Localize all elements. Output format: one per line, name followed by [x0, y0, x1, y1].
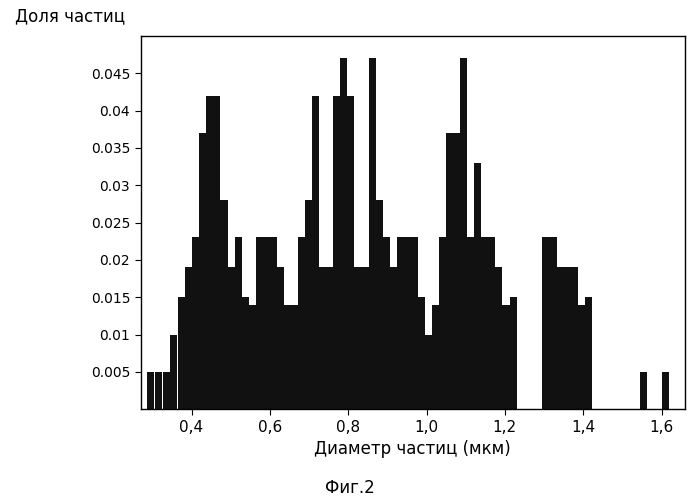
Bar	[439, 238, 446, 409]
Bar	[155, 372, 162, 409]
Bar	[291, 305, 298, 409]
Bar	[570, 267, 578, 409]
Bar	[234, 238, 241, 409]
Bar	[270, 238, 277, 409]
Bar	[376, 200, 383, 409]
Bar	[496, 267, 503, 409]
Bar	[305, 200, 312, 409]
Bar	[312, 96, 319, 409]
Bar	[482, 238, 489, 409]
Bar	[340, 58, 347, 409]
Bar	[199, 133, 206, 409]
Bar	[333, 96, 340, 409]
Bar	[390, 267, 397, 409]
Y-axis label: Доля частиц: Доля частиц	[15, 7, 125, 25]
Bar	[475, 163, 482, 409]
Bar	[262, 238, 270, 409]
Bar	[510, 297, 517, 409]
Bar	[467, 238, 475, 409]
Bar	[432, 305, 439, 409]
Text: Фиг.2: Фиг.2	[325, 479, 375, 497]
Bar	[368, 58, 376, 409]
Bar	[453, 133, 460, 409]
Bar	[397, 238, 404, 409]
Bar	[347, 96, 354, 409]
Bar	[170, 335, 177, 409]
Bar	[326, 267, 333, 409]
Bar	[383, 238, 390, 409]
Bar	[418, 297, 425, 409]
Bar	[503, 305, 510, 409]
Bar	[186, 267, 192, 409]
Bar	[319, 267, 326, 409]
Bar	[277, 267, 284, 409]
Bar	[662, 372, 669, 409]
Bar	[147, 372, 154, 409]
Bar	[640, 372, 648, 409]
Bar	[425, 335, 432, 409]
Bar	[578, 305, 584, 409]
Bar	[446, 133, 453, 409]
Bar	[178, 297, 186, 409]
X-axis label: Диаметр частиц (мкм): Диаметр частиц (мкм)	[314, 440, 511, 458]
Bar	[584, 297, 592, 409]
Bar	[460, 58, 467, 409]
Bar	[489, 238, 496, 409]
Bar	[542, 238, 550, 409]
Bar	[284, 305, 291, 409]
Bar	[361, 267, 368, 409]
Bar	[228, 267, 234, 409]
Bar	[550, 238, 556, 409]
Bar	[298, 238, 305, 409]
Bar	[206, 96, 214, 409]
Bar	[256, 238, 262, 409]
Bar	[193, 238, 200, 409]
Bar	[556, 267, 564, 409]
Bar	[214, 96, 220, 409]
Bar	[404, 238, 411, 409]
Bar	[241, 297, 248, 409]
Bar	[162, 372, 169, 409]
Bar	[248, 305, 256, 409]
Bar	[354, 267, 361, 409]
Bar	[220, 200, 228, 409]
Bar	[411, 238, 418, 409]
Bar	[564, 267, 570, 409]
